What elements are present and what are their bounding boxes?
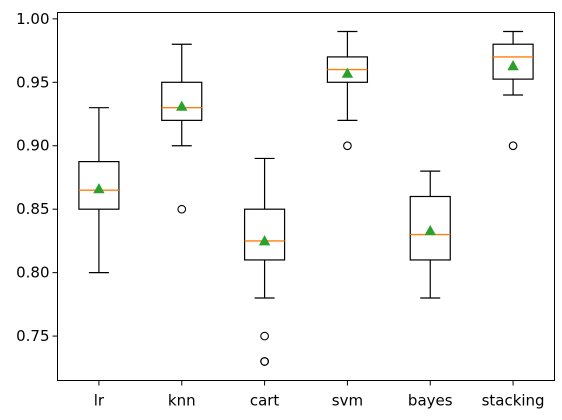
mean-marker	[93, 183, 105, 194]
y-tick-label: 0.75	[16, 327, 49, 345]
iqr-box	[409, 195, 451, 261]
outlier-point	[260, 331, 269, 341]
y-axis: 0.75 0.80 0.85 0.90 0.95 1.00	[16, 10, 58, 345]
outlier-point	[177, 204, 187, 214]
box-group-cart	[243, 157, 286, 366]
outlier-point	[508, 141, 518, 151]
mean-marker	[176, 100, 188, 111]
iqr-box	[492, 43, 534, 80]
y-tick-label: 0.95	[16, 73, 49, 91]
outlier-point	[260, 357, 269, 366]
iqr-box	[161, 81, 203, 121]
mean-marker	[341, 67, 354, 78]
y-tick-label: 1.00	[16, 10, 49, 28]
box-group-knn	[161, 43, 203, 214]
iqr-box	[243, 208, 286, 261]
outlier-point	[343, 141, 352, 151]
mean-marker	[507, 59, 519, 71]
iqr-box	[78, 161, 120, 210]
x-tick-label: cart	[250, 392, 280, 410]
x-tick-label: lr	[94, 392, 105, 410]
boxes-layer	[78, 30, 534, 366]
plot-area-frame	[57, 12, 555, 381]
box-group-bayes	[409, 170, 451, 299]
mean-marker	[424, 224, 436, 236]
box-group-stacking	[492, 30, 534, 151]
x-axis: lr knn cart svm bayes stacking	[94, 380, 545, 410]
box-group-lr	[78, 107, 120, 274]
y-tick-label: 0.80	[16, 264, 49, 282]
y-tick-label: 0.85	[16, 200, 49, 218]
mean-marker	[258, 235, 271, 246]
box-group-svm	[326, 30, 369, 151]
x-tick-label: knn	[168, 392, 196, 410]
y-tick-label: 0.90	[16, 137, 49, 155]
x-tick-label: svm	[332, 392, 363, 410]
x-tick-label: stacking	[482, 392, 545, 410]
x-tick-label: bayes	[408, 392, 453, 410]
